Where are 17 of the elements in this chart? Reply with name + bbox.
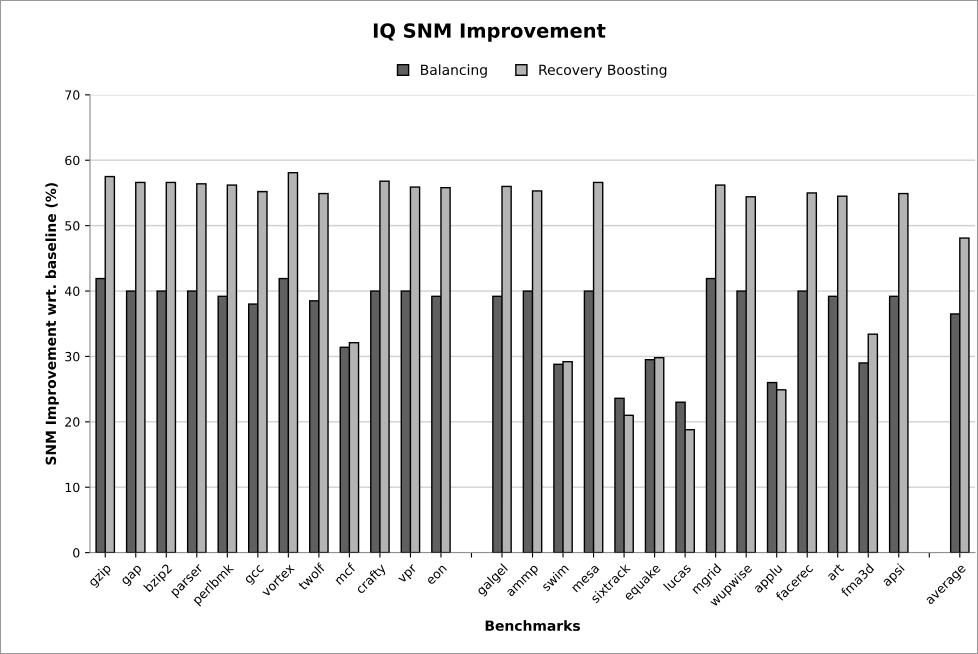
x-tick-label: gcc — [244, 564, 266, 586]
y-tick-label: 30 — [65, 352, 80, 362]
y-tick-label: 40 — [64, 286, 80, 296]
x-tick-label: gap — [121, 564, 144, 588]
y-tick-label: 60 — [65, 156, 80, 166]
y-tick-label: 20 — [65, 417, 80, 427]
y-tick-label: 10 — [66, 482, 80, 492]
x-tick-label: eon — [426, 564, 448, 586]
x-tick-label: vpr — [398, 564, 419, 586]
chart-title: IQ SNM Improvement — [374, 23, 606, 42]
legend-label: Balancing — [421, 64, 487, 78]
x-axis-title: Benchmarks — [486, 620, 580, 631]
y-tick-label: 0 — [73, 548, 80, 558]
y-axis-title: SNM Improvement wrt. baseline (%) — [45, 183, 59, 465]
legend-label: Recovery Boosting — [539, 64, 666, 78]
y-tick-label: 50 — [65, 221, 80, 231]
y-tick-label: 70 — [65, 90, 80, 100]
